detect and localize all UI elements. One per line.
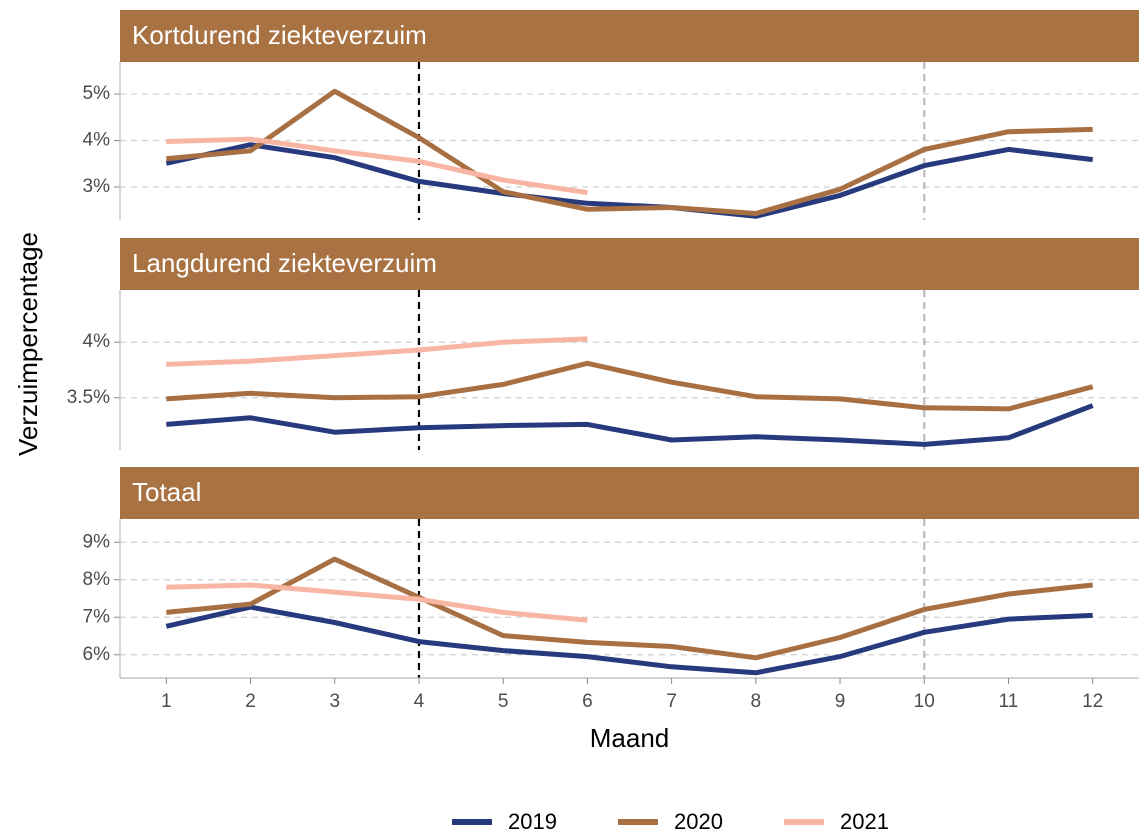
- y-tick-label: 8%: [83, 569, 111, 590]
- x-tick-label: 2: [245, 691, 256, 712]
- y-tick-label: 3%: [83, 176, 111, 197]
- series-line: [166, 582, 588, 623]
- series-line: [165, 142, 1094, 219]
- strip-title: Totaal: [132, 477, 201, 507]
- x-tick-label: 10: [914, 691, 935, 712]
- legend-label: 2019: [508, 809, 557, 834]
- strip: [120, 238, 1139, 290]
- x-tick-label: 3: [329, 691, 340, 712]
- x-tick-label: 6: [582, 691, 593, 712]
- x-tick-label: 4: [414, 691, 425, 712]
- x-tick-label: 12: [1082, 691, 1103, 712]
- x-tick-label: 5: [498, 691, 509, 712]
- series-line: [166, 88, 1093, 216]
- y-tick-label: 5%: [83, 83, 111, 104]
- y-tick-label: 7%: [83, 606, 111, 627]
- x-tick-label: 8: [751, 691, 762, 712]
- y-tick-label: 4%: [83, 331, 111, 352]
- y-tick-label: 9%: [83, 531, 111, 552]
- legend-label: 2021: [840, 809, 889, 834]
- x-tick-label: 9: [835, 691, 846, 712]
- series-line: [166, 136, 588, 196]
- y-tick-label: 3.5%: [67, 387, 110, 408]
- series-line: [166, 403, 1094, 447]
- series-line: [166, 360, 1094, 412]
- y-tick-label: 6%: [83, 644, 111, 665]
- legend-label: 2020: [674, 809, 723, 834]
- strip: [120, 467, 1139, 519]
- series-line: [165, 604, 1093, 676]
- x-tick-label: 1: [161, 691, 172, 712]
- strip: [120, 10, 1139, 62]
- series-line: [166, 556, 1093, 661]
- x-tick-label: 7: [666, 691, 677, 712]
- strip-title: Kortdurend ziekteverzuim: [132, 20, 427, 50]
- y-axis-title: Verzuimpercentage: [13, 232, 43, 456]
- x-axis-title: Maand: [590, 723, 670, 753]
- x-tick-label: 11: [999, 691, 1019, 712]
- y-tick-label: 4%: [83, 130, 111, 151]
- series-line: [166, 336, 588, 367]
- strip-title: Langdurend ziekteverzuim: [132, 248, 437, 278]
